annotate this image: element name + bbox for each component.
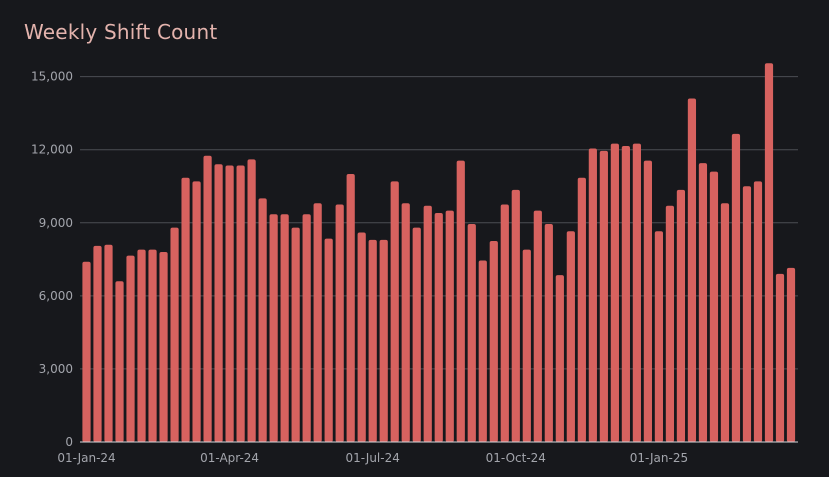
bar: [687, 98, 697, 443]
bar: [137, 249, 146, 442]
bar: [115, 281, 124, 442]
bar: [742, 186, 752, 442]
bar: [434, 213, 443, 442]
y-tick-label: 9,000: [39, 216, 73, 230]
bar: [731, 133, 741, 442]
bar: [467, 223, 476, 442]
bar: [357, 232, 366, 442]
x-tick-label: 01-Oct-24: [486, 451, 546, 465]
x-tick-label: 01-Jul-24: [346, 451, 400, 465]
bar: [159, 252, 168, 442]
bar: [588, 148, 597, 442]
bar: [566, 231, 575, 442]
bar: [775, 273, 785, 442]
bar: [654, 231, 664, 442]
bar: [170, 227, 179, 442]
y-tick-label: 12,000: [31, 143, 73, 157]
bar: [489, 241, 498, 442]
y-tick-label: 0: [65, 435, 73, 449]
bar: [786, 267, 796, 442]
bar: [192, 181, 201, 442]
bar: [181, 177, 190, 442]
bar: [401, 203, 410, 442]
bar: [126, 255, 135, 442]
bar: [368, 239, 377, 442]
bar: [225, 165, 234, 442]
bar: [533, 210, 542, 442]
bar: [643, 160, 652, 442]
bar: [522, 249, 531, 442]
bar: [698, 163, 708, 443]
bar: [82, 261, 91, 442]
bar: [665, 205, 675, 442]
bar: [764, 63, 774, 442]
bar: [247, 159, 256, 442]
bar: [511, 189, 520, 442]
bar: [203, 155, 212, 443]
y-tick-label: 6,000: [39, 289, 73, 303]
bar: [720, 203, 730, 442]
bar: [621, 146, 630, 443]
bar: [302, 214, 311, 442]
axis-layer: 0 3,000 6,000 9,000 12,000 15,000 01-Jan-24 01-…: [31, 70, 798, 465]
bar: [214, 164, 223, 443]
bar: [423, 205, 432, 442]
bar: [544, 223, 553, 442]
bar: [269, 214, 278, 442]
y-tick-label: 3,000: [39, 362, 73, 376]
bar: [478, 260, 487, 442]
bar: [280, 214, 289, 442]
y-tick-label: 15,000: [31, 70, 73, 84]
bar: [500, 204, 509, 442]
bar: [324, 238, 333, 442]
bar: [390, 181, 399, 442]
bar: [676, 189, 686, 442]
bar: [555, 275, 564, 442]
bar: [709, 171, 719, 442]
x-tick-label: 01-Jan-24: [57, 451, 115, 465]
bar: [753, 181, 763, 442]
bar: [313, 203, 322, 442]
bar: [379, 239, 388, 442]
bar: [291, 227, 300, 442]
bar: [104, 244, 113, 442]
bar: [599, 150, 608, 442]
x-tick-label: 01-Jan-25: [630, 451, 688, 465]
bar: [610, 143, 619, 442]
bar: [456, 160, 465, 442]
x-tick-label: 01-Apr-24: [200, 451, 259, 465]
bar-layer: [82, 63, 796, 443]
bar: [148, 249, 157, 442]
bar: [346, 174, 355, 443]
bar: [236, 165, 245, 442]
bar: [258, 198, 267, 442]
bar: [632, 143, 641, 442]
bar: [445, 210, 454, 442]
chart-title: Weekly Shift Count: [24, 20, 218, 44]
bar: [93, 245, 102, 442]
bar: [412, 227, 421, 442]
bar: [577, 177, 586, 442]
bar: [335, 204, 344, 442]
